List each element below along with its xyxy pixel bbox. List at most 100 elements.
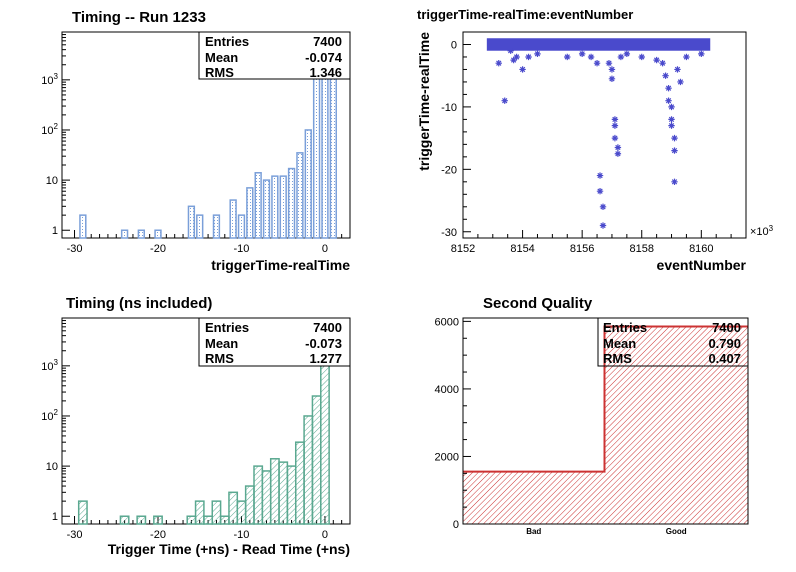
- stats-entries-value: 7400: [712, 320, 741, 335]
- scatter-point: [668, 116, 675, 123]
- histogram-bar: [79, 214, 87, 239]
- stats-rms-value: 1.277: [309, 351, 342, 366]
- scatter-point: [683, 53, 690, 61]
- stats-mean-value: -0.073: [305, 336, 342, 351]
- x-tick-label: 8158: [629, 243, 653, 255]
- timing-xlabel: triggerTime-realTime: [211, 257, 350, 273]
- scatter-point: [599, 203, 607, 210]
- scatter-point: [611, 122, 619, 129]
- histogram-bin: [244, 485, 255, 525]
- histogram-bin: [278, 461, 289, 525]
- x-tick-label: 8160: [689, 243, 713, 255]
- histogram-bar: [279, 175, 287, 239]
- histogram-bin: [219, 515, 230, 525]
- y-tick-label: -10: [441, 102, 457, 114]
- histogram-bin: [194, 500, 205, 525]
- histogram-bin: [153, 515, 163, 525]
- x-tick-label: -10: [234, 529, 250, 541]
- scatter-dense-band: [486, 38, 711, 51]
- histogram-bin: [211, 500, 222, 525]
- x-tick-label: -20: [150, 243, 166, 255]
- scatter-point: [659, 60, 666, 67]
- scatter-point: [698, 50, 705, 58]
- timing-stats-box: Entries 7400 Mean -0.074 RMS 1.346: [198, 31, 351, 80]
- histogram-bar: [287, 167, 296, 239]
- histogram-bar: [229, 199, 237, 239]
- y-tick-label: 10: [46, 461, 58, 473]
- histogram-bin: [303, 415, 314, 525]
- scatter-point: [668, 103, 675, 111]
- scatter-point: [507, 47, 514, 54]
- scatter-point: [510, 56, 517, 64]
- scatter-point: [671, 178, 678, 186]
- quality-title: Second Quality: [483, 295, 593, 312]
- stats-mean-label: Mean: [205, 336, 238, 351]
- panel-quality: Second Quality 0 2000 4000 6000 Bad Good Entr…: [435, 295, 749, 536]
- x-tick-label: -30: [67, 529, 83, 541]
- y-tick-label: -30: [441, 227, 457, 239]
- y-tick-label: 4000: [435, 384, 459, 396]
- histogram-bar: [296, 152, 304, 239]
- histogram-bar: [246, 187, 254, 239]
- quality-plot-area: 0 2000 4000 6000 Bad Good: [435, 316, 749, 536]
- scatter-point: [671, 147, 678, 154]
- x-category-label: Bad: [526, 527, 541, 536]
- histogram-bar: [154, 229, 162, 239]
- histogram-bin: [136, 515, 147, 525]
- y-tick-label: 0: [453, 519, 459, 531]
- quality-stats-box: Entries 7400 Mean 0.790 RMS 0.407: [597, 317, 749, 367]
- panel-scatter: triggerTime-realTime:eventNumber 8152 815…: [416, 7, 774, 273]
- x-tick-label: -20: [150, 529, 166, 541]
- histogram-bin: [119, 515, 130, 525]
- stats-rms-label: RMS: [205, 351, 234, 366]
- histogram-bar: [187, 205, 196, 239]
- histogram-bar: [254, 172, 262, 239]
- histogram-bin: [286, 465, 297, 525]
- timing-ns-xlabel: Trigger Time (+ns) - Read Time (+ns): [108, 541, 350, 557]
- scatter-point: [578, 50, 586, 58]
- scatter-point: [525, 53, 532, 61]
- timing-plot-area: 1 10 102 103 -30 -20 -10 0: [41, 31, 351, 255]
- timing-ns-plot-area: 1 10 102 103 -30 -20 -10 0: [41, 317, 351, 541]
- y-tick-label: 6000: [435, 316, 459, 328]
- y-tick-label: 1: [52, 511, 58, 523]
- stats-entries-value: 7400: [313, 34, 342, 49]
- histogram-bin: [294, 441, 305, 525]
- stats-mean-value: -0.074: [305, 50, 343, 65]
- histogram-bin: [228, 491, 239, 525]
- scatter-point: [513, 53, 520, 61]
- x-tick-label: -30: [67, 243, 83, 255]
- y-tick-exponent: 2: [54, 122, 59, 131]
- stats-rms-label: RMS: [205, 65, 234, 80]
- x-tick-label: 0: [322, 243, 328, 255]
- x-tick-label: 8154: [510, 243, 534, 255]
- panel-timing: Timing -- Run 1233 1 10 102 103 -30 -20 -10 0 E…: [41, 9, 351, 273]
- scatter-point: [638, 53, 645, 61]
- quality-bar-bad: [463, 471, 605, 524]
- scatter-point: [611, 134, 619, 142]
- scatter-point: [605, 60, 613, 67]
- y-tick-label: 2000: [435, 451, 459, 463]
- scatter-plot-area: 8152 8154 8156 8158 8160 0 -10 -20 -30: [441, 31, 747, 255]
- stats-entries-label: Entries: [205, 320, 249, 335]
- scatter-point: [587, 53, 595, 61]
- timing-title: Timing -- Run 1233: [72, 9, 206, 26]
- stats-rms-value: 1.346: [309, 65, 342, 80]
- histogram-bar: [120, 229, 129, 239]
- histogram-bin: [203, 515, 214, 525]
- stats-mean-value: 0.790: [708, 336, 741, 351]
- scatter-point: [614, 150, 622, 157]
- histogram-bin: [269, 458, 280, 525]
- scatter-xlabel: eventNumber: [657, 257, 747, 273]
- stats-rms-value: 0.407: [708, 351, 741, 366]
- scatter-point: [611, 116, 619, 123]
- scatter-x-multiplier: ×103: [750, 224, 774, 238]
- stats-entries-label: Entries: [603, 320, 647, 335]
- scatter-point: [519, 66, 526, 73]
- scatter-point: [596, 172, 604, 179]
- histogram-bar: [262, 179, 271, 239]
- histogram-bar: [329, 70, 337, 239]
- histogram-bin: [253, 465, 264, 525]
- histogram-bar: [271, 175, 279, 239]
